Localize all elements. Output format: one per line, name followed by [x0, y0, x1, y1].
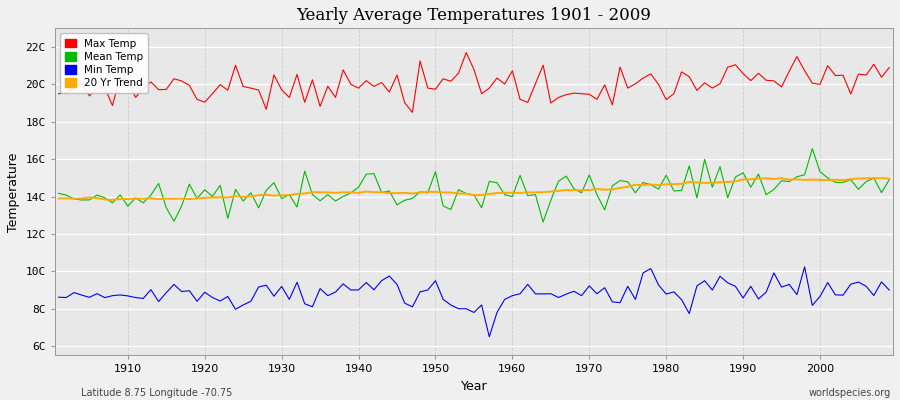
Y-axis label: Temperature: Temperature	[7, 152, 20, 232]
Legend: Max Temp, Mean Temp, Min Temp, 20 Yr Trend: Max Temp, Mean Temp, Min Temp, 20 Yr Tre…	[60, 34, 148, 93]
Text: Latitude 8.75 Longitude -70.75: Latitude 8.75 Longitude -70.75	[81, 388, 232, 398]
Text: worldspecies.org: worldspecies.org	[809, 388, 891, 398]
Title: Yearly Average Temperatures 1901 - 2009: Yearly Average Temperatures 1901 - 2009	[296, 7, 652, 24]
X-axis label: Year: Year	[461, 380, 487, 393]
